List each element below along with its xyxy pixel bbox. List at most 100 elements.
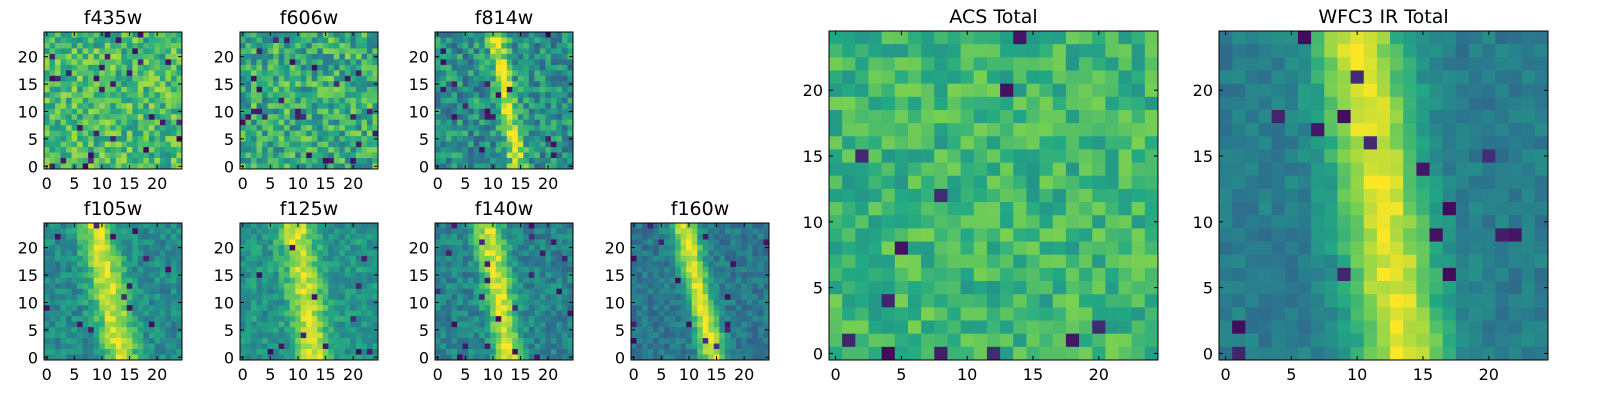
heatmap-cell <box>1026 31 1040 45</box>
heatmap-cell <box>115 114 122 121</box>
heatmap-cell <box>104 92 111 99</box>
heatmap-cell <box>451 288 458 295</box>
heatmap-cell <box>60 233 67 240</box>
heatmap-cell <box>1118 202 1133 216</box>
heatmap-cell <box>881 44 896 58</box>
heatmap-cell <box>317 92 324 99</box>
heatmap-cell <box>947 83 961 98</box>
heatmap-cell <box>561 332 568 339</box>
heatmap-cell <box>1131 83 1146 98</box>
heatmap-cell <box>44 86 50 93</box>
heatmap-cell <box>77 327 84 333</box>
heatmap-cell <box>691 343 698 350</box>
heatmap-cell <box>49 239 56 246</box>
heatmap-cell <box>44 239 50 246</box>
heatmap-cell <box>647 305 654 312</box>
heatmap-cell <box>680 305 687 312</box>
heatmap-cell <box>251 250 257 257</box>
heatmap-cell <box>170 283 177 290</box>
heatmap-cell <box>306 75 313 82</box>
heatmap-cell <box>1131 70 1146 85</box>
heatmap-cell <box>278 32 285 38</box>
heatmap-cell <box>451 223 458 229</box>
heatmap-cell <box>143 158 150 164</box>
heatmap-cell <box>719 343 726 350</box>
heatmap-cell <box>501 92 508 99</box>
heatmap-cell <box>561 147 568 153</box>
heatmap-cell <box>545 343 552 350</box>
heatmap-cell <box>77 97 84 104</box>
heatmap-cell <box>99 147 106 153</box>
heatmap-cell <box>148 332 155 339</box>
heatmap-cell <box>306 228 313 235</box>
heatmap-cell <box>77 48 84 55</box>
heatmap-cell <box>60 86 67 93</box>
heatmap-cell <box>278 299 285 306</box>
heatmap-cell <box>328 288 335 295</box>
heatmap-cell <box>1079 31 1093 45</box>
heatmap-cell <box>256 338 263 344</box>
heatmap-cell <box>267 250 274 257</box>
heatmap-cell <box>960 123 975 137</box>
heatmap-cell <box>567 48 574 55</box>
heatmap-cell <box>126 81 133 88</box>
heatmap-cell <box>93 81 100 88</box>
heatmap-cell <box>512 354 519 361</box>
heatmap-cell <box>44 147 50 153</box>
heatmap-cell <box>126 147 133 153</box>
heatmap-cell <box>295 92 302 99</box>
heatmap-cells <box>44 223 183 361</box>
heatmap-cell <box>284 283 291 290</box>
heatmap-cell <box>77 283 84 290</box>
heatmap-cell <box>355 130 362 137</box>
heatmap-cell <box>344 108 351 115</box>
heatmap-cell <box>366 103 373 110</box>
heatmap-cell <box>278 354 285 361</box>
heatmap-cell <box>921 149 935 163</box>
heatmap-cell <box>240 277 246 284</box>
heatmap-cell <box>165 136 172 142</box>
heatmap-cell <box>355 119 362 126</box>
heatmap-cell <box>446 158 452 164</box>
heatmap-cell <box>495 310 502 317</box>
heatmap-cell <box>121 288 128 295</box>
heatmap-cell <box>539 119 546 126</box>
heatmap-cell <box>517 327 524 333</box>
heatmap-cell <box>1013 136 1027 150</box>
heatmap-cell <box>273 48 280 55</box>
heatmap-cell <box>440 321 447 328</box>
heatmap-cell <box>545 125 552 132</box>
heatmap-cell <box>567 233 574 240</box>
heatmap-cell <box>159 125 166 132</box>
heatmap-cell <box>479 250 486 257</box>
heatmap-cell <box>479 64 486 71</box>
heatmap-cell <box>697 310 704 317</box>
heatmap-cell <box>361 119 368 126</box>
heatmap-cell <box>1079 175 1093 190</box>
heatmap-cell <box>680 277 687 284</box>
heatmap-cell <box>77 158 84 164</box>
heatmap-cell <box>82 294 89 301</box>
heatmap-cell <box>165 250 172 257</box>
heatmap-cell <box>245 136 252 142</box>
heatmap-cell <box>355 261 362 268</box>
heatmap-cell <box>132 125 139 132</box>
heatmap-cell <box>361 294 368 301</box>
heatmap-cell <box>66 32 72 38</box>
heatmap-cell <box>99 130 106 137</box>
heatmap-cell <box>300 32 307 38</box>
heatmap-cell <box>49 81 56 88</box>
heatmap-cell <box>126 250 133 257</box>
heatmap-cell <box>523 86 530 93</box>
heatmap-cell <box>556 53 563 60</box>
heatmap-cell <box>251 354 257 361</box>
heatmap-cell <box>121 272 128 279</box>
heatmap-cell <box>273 152 280 159</box>
heatmap-cell <box>691 288 698 295</box>
heatmap-cell <box>691 294 698 301</box>
heatmap-cell <box>457 119 463 126</box>
heatmap-cell <box>440 48 447 55</box>
heatmap-cell <box>60 119 67 126</box>
heatmap-cell <box>468 136 475 142</box>
heatmap-cell <box>278 130 285 137</box>
